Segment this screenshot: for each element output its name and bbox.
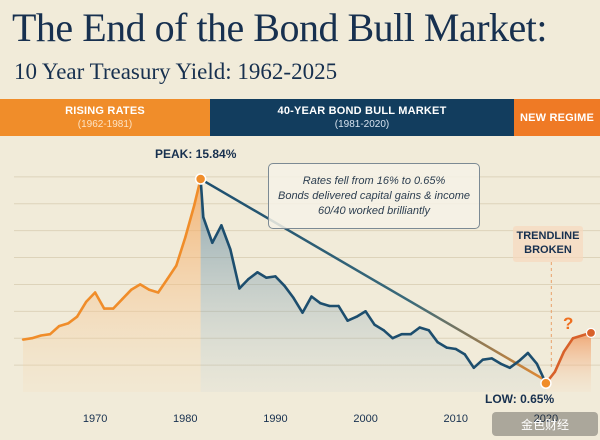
annotation-box: Rates fell from 16% to 0.65% Bonds deliv… [268,163,480,229]
data-point [571,337,575,340]
data-point [553,370,557,374]
data-point [517,359,521,363]
data-point [391,337,394,340]
data-point [427,328,430,332]
data-point [238,287,241,290]
data-point [148,288,151,292]
data-point [75,315,79,318]
data-point [508,366,512,369]
data-point [463,353,466,356]
band-bull-market: 40-YEAR BOND BULL MARKET (1981-2020) [210,99,514,136]
data-point [355,315,358,318]
data-point [265,276,268,279]
data-point [400,332,403,336]
data-point [364,310,367,313]
annotation-line: Bonds delivered capital gains & income [277,189,470,202]
data-point [328,304,331,308]
data-point [535,362,539,365]
data-point [472,366,475,369]
data-point [120,298,124,301]
data-point [93,291,97,294]
data-point [220,224,223,227]
data-point [292,296,295,300]
data-point [193,203,196,207]
band-new-regime: NEW REGIME [514,99,600,136]
band-rising-rates-title: RISING RATES [65,105,145,117]
data-point [490,357,494,360]
annotation-line: Rates fell from 16% to 0.65% [302,174,446,187]
series-line-new-regime [544,331,592,385]
data-point [229,248,232,251]
data-point [57,324,61,328]
series-line-bull-market [199,178,548,384]
data-point [436,341,439,344]
data-point [454,347,457,351]
data-point [337,304,340,308]
area-bull-market [200,179,546,392]
band-bull-market-title: 40-YEAR BOND BULL MARKET [277,105,447,117]
band-new-regime-title: NEW REGIME [519,111,595,124]
data-point [102,307,106,310]
data-point [130,288,133,292]
x-tick-label: 2010 [443,413,468,425]
data-point [84,300,88,304]
area-new-regime [545,332,591,392]
data-point [184,236,187,239]
data-point [301,311,304,314]
band-rising-rates: RISING RATES (1962-1981) [0,99,210,136]
trendline [199,177,552,385]
data-point [157,291,160,294]
data-point [562,350,566,353]
peak-marker [194,173,207,185]
data-point [499,362,503,365]
data-point [21,338,25,341]
data-point [111,307,115,310]
data-point [409,332,412,336]
data-point [283,284,286,287]
chart-subtitle: 10 Year Treasury Yield: 1962-2025 [14,59,338,84]
area-rising-rates [23,179,201,392]
data-point [382,328,385,332]
data-point [373,323,376,326]
data-point [247,277,250,281]
data-point [39,334,43,337]
watermark-logo: 金色财经 [492,412,598,436]
low-label: LOW: 0.65% [485,392,555,406]
data-point [175,264,178,267]
data-point [580,334,584,337]
data-point [211,241,214,244]
x-tick-label: 2000 [353,413,378,425]
x-tick-label: 1980 [173,413,198,425]
data-point [319,302,322,305]
chart-title: The End of the Bond Bull Market: [12,5,548,50]
x-tick-label: 2020 [533,413,559,425]
data-point [445,346,448,349]
data-point [66,322,70,325]
data-point [139,283,142,286]
low-marker [540,377,552,390]
x-tick-label: 1970 [82,413,108,425]
trendline-broken-label: TRENDLINE BROKEN [516,230,580,256]
data-point [310,295,313,298]
data-point [48,332,52,336]
current-marker [585,327,597,338]
data-point [418,326,421,329]
trendline-broken-box [513,226,583,262]
peak-label: PEAK: 15.84% [155,147,237,161]
data-point [202,216,205,219]
data-point [30,337,34,340]
data-point [526,351,530,355]
data-point [346,319,349,322]
data-point [166,277,169,281]
question-mark: ? [563,314,574,333]
band-rising-rates-period: (1962-1981) [77,119,133,130]
area-fills [23,179,591,392]
annotation-line: 60/40 worked brilliantly [318,204,430,217]
x-tick-label: 1990 [263,413,288,425]
data-point [274,275,277,278]
data-point [256,271,259,274]
data-point [481,358,484,361]
band-bull-market-period: (1981-2020) [334,119,390,130]
